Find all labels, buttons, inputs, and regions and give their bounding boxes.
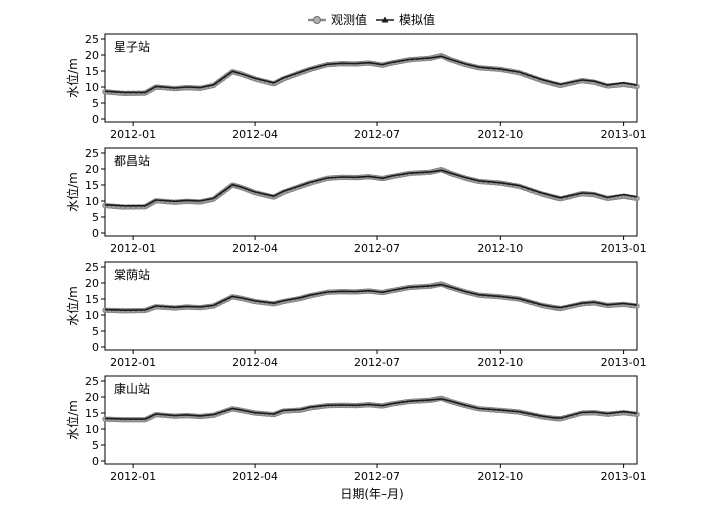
x-tick-label: 2012-01 xyxy=(110,242,156,255)
x-tick-label: 2012-10 xyxy=(477,470,523,483)
x-tick-label: 2012-01 xyxy=(110,356,156,369)
y-tick-label: 0 xyxy=(92,227,99,240)
y-tick-label: 10 xyxy=(85,81,99,94)
panel-1: 0 5 10 15 20 25 2012-01 2012-04 2012-07 2012-10 20… xyxy=(65,33,647,141)
y-axis-label: 水位/m xyxy=(65,172,80,212)
x-tick-label: 2012-07 xyxy=(354,356,400,369)
y-tick-label: 20 xyxy=(85,277,99,290)
y-tick-label: 20 xyxy=(85,163,99,176)
y-tick-label: 15 xyxy=(85,179,99,192)
x-tick-label: 2012-10 xyxy=(477,128,523,141)
x-tick-label: 2013-01 xyxy=(601,470,647,483)
panel-3: 0 5 10 15 20 25 2012-01 2012-04 2012-07 2012-10 20… xyxy=(65,261,647,369)
y-tick-label: 25 xyxy=(85,375,99,388)
y-tick-label: 0 xyxy=(92,113,99,126)
y-tick-label: 5 xyxy=(92,211,99,224)
x-axis-label: 日期(年–月) xyxy=(340,487,403,501)
x-tick-label: 2012-07 xyxy=(354,470,400,483)
y-tick-label: 15 xyxy=(85,293,99,306)
series-simulated-line xyxy=(104,398,638,420)
y-tick-label: 0 xyxy=(92,455,99,468)
x-tick-label: 2013-01 xyxy=(601,356,647,369)
x-tick-label: 2012-01 xyxy=(110,128,156,141)
y-axis-label: 水位/m xyxy=(65,286,80,326)
x-tick-label: 2012-04 xyxy=(232,242,278,255)
x-tick-label: 2012-04 xyxy=(232,470,278,483)
y-tick-label: 5 xyxy=(92,97,99,110)
series-simulated-line xyxy=(104,55,638,94)
x-tick-label: 2012-07 xyxy=(354,128,400,141)
y-tick-label: 10 xyxy=(85,423,99,436)
y-tick-label: 20 xyxy=(85,391,99,404)
station-label: 星子站 xyxy=(114,40,150,54)
panels: 0 5 10 15 20 25 2012-01 2012-04 2012-07 2012-10 20… xyxy=(65,33,647,483)
panel-4: 0 5 10 15 20 25 2012-01 2012-04 2012-07 2012-10 20… xyxy=(65,375,647,483)
series-simulated-line xyxy=(104,283,638,312)
legend: 观测值 模拟值 xyxy=(308,12,435,27)
x-tick-label: 2013-01 xyxy=(601,128,647,141)
y-tick-label: 15 xyxy=(85,65,99,78)
station-label: 棠荫站 xyxy=(114,268,150,282)
legend-simulated-label: 模拟值 xyxy=(399,12,435,27)
x-tick-label: 2012-10 xyxy=(477,242,523,255)
x-tick-label: 2012-01 xyxy=(110,470,156,483)
y-tick-label: 0 xyxy=(92,341,99,354)
y-tick-label: 10 xyxy=(85,195,99,208)
panel-2: 0 5 10 15 20 25 2012-01 2012-04 2012-07 2012-10 20… xyxy=(65,147,647,255)
y-tick-label: 5 xyxy=(92,439,99,452)
plot-frame xyxy=(104,147,638,237)
x-tick-label: 2012-07 xyxy=(354,242,400,255)
y-tick-label: 15 xyxy=(85,407,99,420)
x-tick-label: 2012-04 xyxy=(232,128,278,141)
legend-observed-label: 观测值 xyxy=(331,12,367,27)
series-simulated-line xyxy=(104,169,638,207)
plot-frame xyxy=(104,33,638,123)
y-tick-label: 25 xyxy=(85,33,99,46)
x-tick-label: 2012-10 xyxy=(477,356,523,369)
y-tick-label: 20 xyxy=(85,49,99,62)
y-tick-label: 10 xyxy=(85,309,99,322)
y-tick-label: 5 xyxy=(92,325,99,338)
x-tick-label: 2013-01 xyxy=(601,242,647,255)
y-axis-label: 水位/m xyxy=(65,58,80,98)
y-tick-label: 25 xyxy=(85,147,99,160)
station-label: 康山站 xyxy=(114,381,150,396)
legend-observed-marker xyxy=(313,16,321,24)
x-tick-label: 2012-04 xyxy=(232,356,278,369)
y-tick-label: 25 xyxy=(85,261,99,274)
y-axis-label: 水位/m xyxy=(65,400,80,440)
station-label: 都昌站 xyxy=(114,154,150,168)
legend-simulated-marker xyxy=(381,16,389,23)
